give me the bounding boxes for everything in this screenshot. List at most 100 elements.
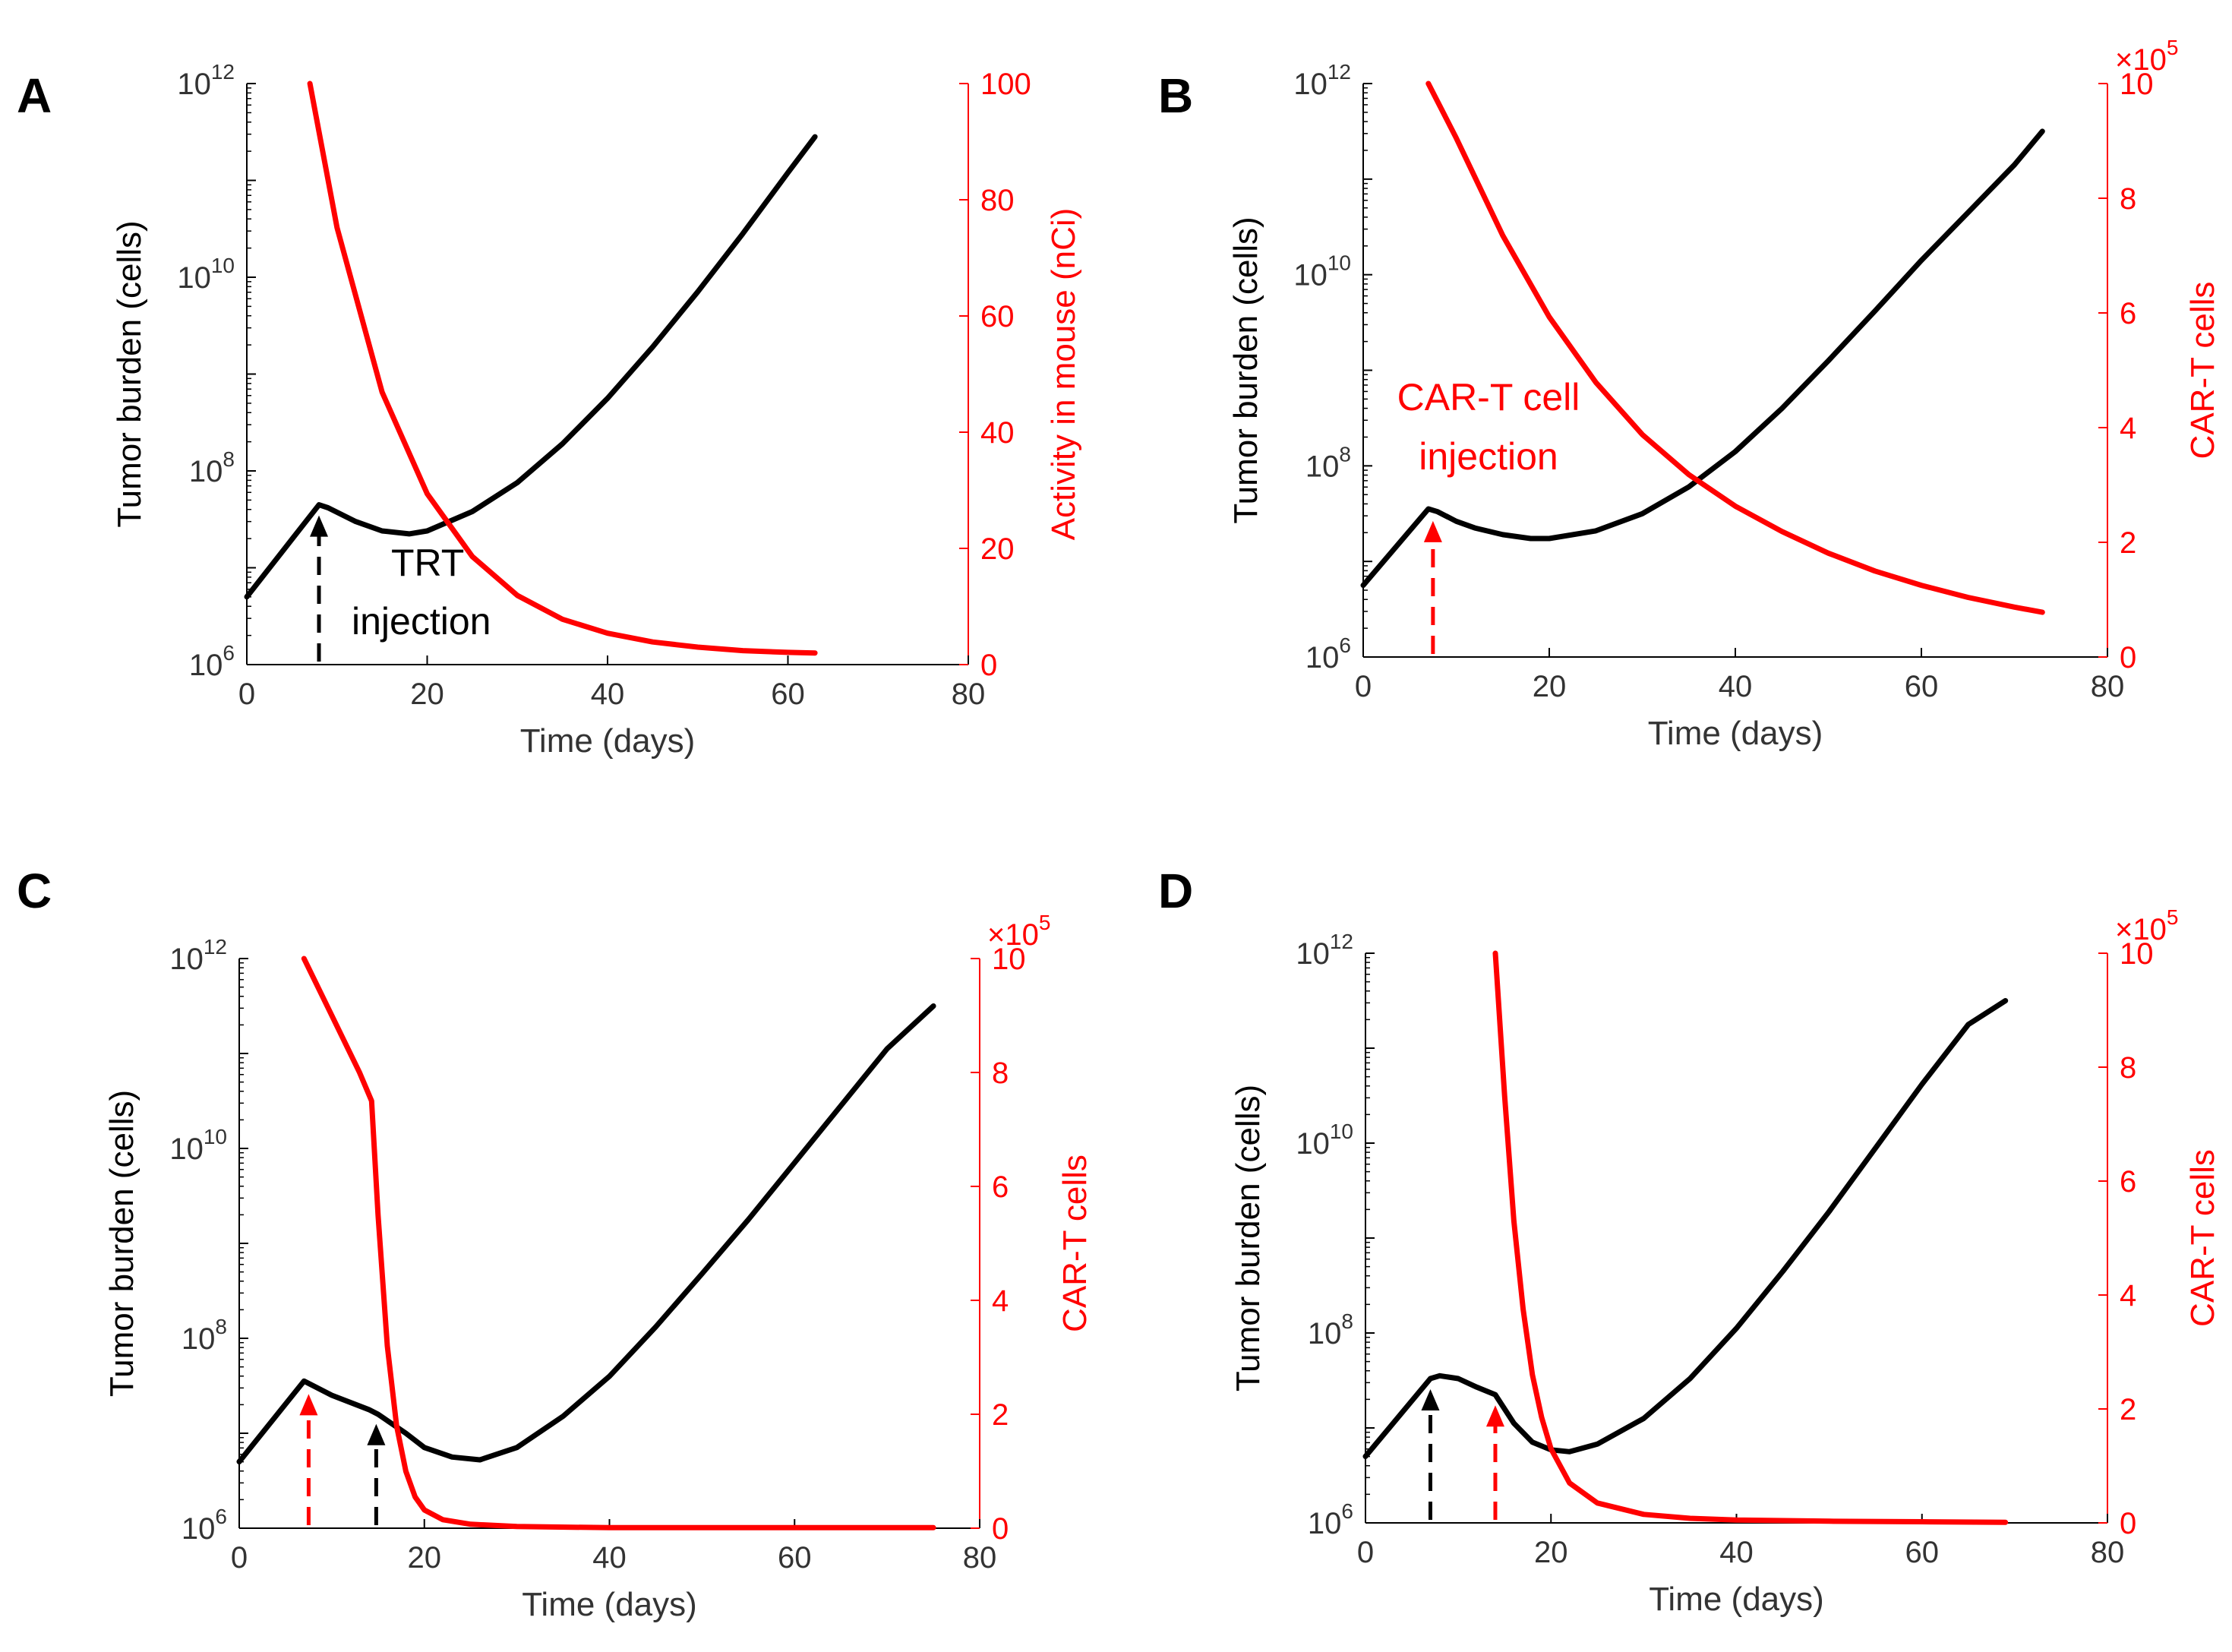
injection-arrow-head: [1421, 1389, 1440, 1410]
y-right-axis-label: CAR-T cells: [2184, 282, 2221, 460]
y-right-tick-label: 80: [980, 184, 1015, 217]
y-left-axis-label: Tumor burden (cells): [103, 1090, 140, 1397]
y-left-tick-label: 1010: [169, 1125, 227, 1166]
panel-letter: C: [17, 864, 52, 918]
y-left-tick-label: 108: [1305, 442, 1351, 483]
x-tick-label: 80: [952, 678, 986, 711]
injection-arrow: [367, 1423, 386, 1525]
tumor-burden-line: [236, 1003, 936, 1464]
y-left-tick-label: 1010: [1293, 251, 1351, 292]
y-left-tick-label: 108: [182, 1315, 227, 1356]
y-right-tick-label: 8: [2120, 182, 2136, 216]
tumor-burden-line: [1360, 128, 2045, 589]
x-tick-label: 60: [1905, 1536, 1940, 1569]
injection-arrow: [310, 515, 328, 662]
x-tick-label: 80: [2091, 670, 2125, 703]
x-tick-label: 40: [1719, 1536, 1754, 1569]
x-tick-label: 40: [592, 1541, 627, 1575]
y-left-tick-label: 1012: [1293, 60, 1351, 101]
y-right-tick-label: 4: [992, 1284, 1009, 1318]
tumor-burden-line: [244, 134, 818, 600]
panel-d: D 0 20 40 60 80 106 108 1010 1012 0 2 4 6 8 10×105 Time …: [1158, 864, 2221, 1618]
y-left-axis-label: Tumor burden (cells): [1230, 1085, 1267, 1391]
panel-a: A 0 20 40 60 80 106 108 1010 1012 0 20 40 60 80 100 Time…: [17, 60, 1082, 760]
y-right-tick-label: 6: [2120, 297, 2136, 330]
red-series-line: [1492, 950, 2009, 1525]
injection-arrow-head: [299, 1394, 318, 1416]
x-tick-label: 0: [238, 678, 255, 711]
y-right-tick-label: 60: [980, 300, 1015, 333]
x-tick-label: 60: [778, 1541, 812, 1575]
y-right-tick-label: 0: [980, 649, 997, 682]
x-axis-label: Time (days): [1648, 715, 1823, 752]
annotation-line-1: CAR-T cell: [1397, 376, 1580, 419]
y-right-tick-label: 4: [2120, 1279, 2136, 1312]
panel-letter: B: [1158, 68, 1193, 123]
x-tick-label: 20: [1534, 1536, 1568, 1569]
injection-arrow-head: [1423, 520, 1442, 542]
x-tick-label: 0: [231, 1541, 248, 1575]
y-right-tick-label: 40: [980, 416, 1015, 450]
y-right-tick-label: 4: [2120, 412, 2136, 445]
y-right-axis-label: CAR-T cells: [1056, 1155, 1094, 1332]
panel-letter: D: [1158, 864, 1193, 918]
injection-arrow: [1421, 1389, 1440, 1520]
injection-arrow: [1485, 1405, 1504, 1520]
y-right-tick-label: 6: [2120, 1165, 2136, 1199]
x-axis-label: Time (days): [520, 722, 696, 760]
x-tick-label: 20: [410, 678, 444, 711]
panel-b: B 0 20 40 60 80 106 108 1010 1012 0 2 4 6 8 10×105 Time …: [1158, 36, 2221, 752]
y-right-axis-label: Activity in mouse (nCi): [1045, 208, 1082, 541]
annotation-line-2: injection: [1419, 435, 1558, 478]
y-left-tick-label: 106: [189, 641, 235, 682]
y-left-tick-label: 1012: [1296, 930, 1353, 971]
y-right-tick-label: 0: [2120, 641, 2136, 674]
y-left-axis-label: Tumor burden (cells): [1227, 216, 1264, 523]
injection-arrow: [1423, 520, 1442, 654]
y-right-tick-label: 2: [2120, 526, 2136, 560]
y-right-tick-label: 2: [2120, 1393, 2136, 1426]
panel-c: C 0 20 40 60 80 106 108 1010 1012 0 2 4 6 8 10×105 Time …: [17, 864, 1094, 1623]
y-right-axis-label: CAR-T cells: [2184, 1149, 2221, 1327]
panel-letter: A: [17, 68, 52, 123]
injection-arrow-head: [1485, 1405, 1504, 1427]
x-tick-label: 40: [591, 678, 625, 711]
x-tick-label: 0: [1357, 1536, 1374, 1569]
y-left-axis-label: Tumor burden (cells): [111, 220, 148, 527]
y-right-tick-label: 6: [992, 1170, 1009, 1204]
y-left-tick-label: 106: [1305, 633, 1351, 674]
y-left-tick-label: 1010: [177, 254, 235, 295]
right-axis-multiplier: ×105: [987, 911, 1050, 952]
right-axis-multiplier: ×105: [2115, 905, 2178, 946]
y-left-tick-label: 106: [1308, 1499, 1353, 1540]
x-tick-label: 20: [1533, 670, 1567, 703]
y-right-tick-label: 8: [2120, 1051, 2136, 1085]
y-right-tick-label: 10: [2120, 68, 2154, 101]
annotation-line-2: injection: [352, 600, 491, 643]
y-right-tick-label: 0: [2120, 1507, 2136, 1540]
y-left-tick-label: 1010: [1296, 1120, 1353, 1161]
right-axis-multiplier: ×105: [2115, 36, 2178, 77]
y-right-tick-label: 20: [980, 532, 1015, 566]
red-series-line: [1425, 81, 2045, 615]
y-right-tick-label: 2: [992, 1398, 1009, 1432]
y-right-tick-label: 8: [992, 1057, 1009, 1090]
y-left-tick-label: 1012: [169, 935, 227, 976]
y-right-tick-label: 0: [992, 1512, 1009, 1546]
x-tick-label: 0: [1355, 670, 1372, 703]
x-axis-label: Time (days): [522, 1586, 697, 1623]
x-axis-label: Time (days): [1649, 1581, 1824, 1618]
y-right-tick-label: 10: [992, 943, 1026, 976]
red-series-line: [301, 956, 936, 1530]
y-left-tick-label: 1012: [177, 60, 235, 101]
red-series-line: [307, 81, 818, 656]
x-tick-label: 60: [1905, 670, 1939, 703]
y-right-tick-label: 100: [980, 68, 1031, 101]
injection-arrow: [299, 1394, 318, 1525]
injection-arrow-head: [310, 515, 328, 537]
x-tick-label: 80: [963, 1541, 997, 1575]
injection-arrow-head: [367, 1423, 386, 1445]
y-right-tick-label: 10: [2120, 937, 2154, 971]
tumor-burden-line: [1362, 998, 2009, 1459]
